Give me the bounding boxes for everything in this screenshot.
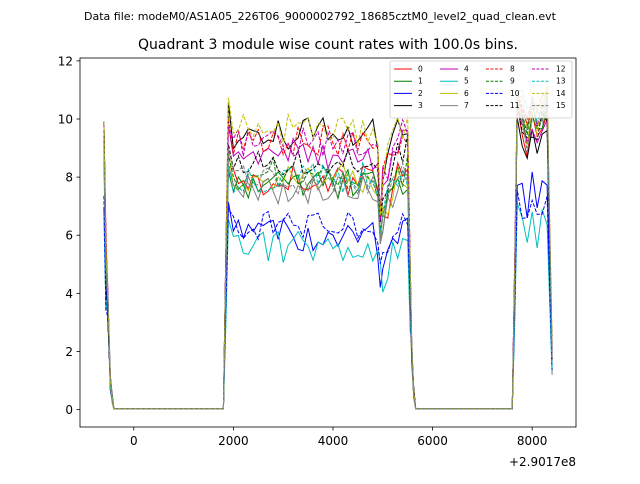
x-tick-label: 2000	[218, 434, 249, 448]
legend-label-12: 12	[556, 65, 566, 74]
legend-label-14: 14	[556, 89, 566, 98]
legend-label-15: 15	[556, 101, 566, 110]
y-tick-label: 6	[65, 229, 73, 243]
legend-label-3: 3	[418, 101, 423, 110]
series-line-6	[103, 86, 553, 410]
legend-label-13: 13	[556, 77, 566, 86]
series-line-14	[103, 86, 553, 410]
legend-label-11: 11	[510, 101, 520, 110]
legend-label-0: 0	[418, 65, 423, 74]
series-line-3	[103, 102, 553, 410]
series-line-15	[103, 97, 553, 410]
series-line-11	[103, 102, 553, 410]
series-line-10	[103, 190, 553, 410]
legend-label-2: 2	[418, 89, 423, 98]
legend-label-10: 10	[510, 89, 520, 98]
x-tick-label: 8000	[517, 434, 548, 448]
series-line-4	[103, 110, 553, 410]
y-tick-label: 2	[65, 345, 73, 359]
chart-title: Quadrant 3 module wise count rates with …	[138, 37, 518, 53]
x-tick-label: 6000	[417, 434, 448, 448]
series-line-8	[103, 92, 553, 410]
legend-label-9: 9	[510, 77, 515, 86]
series-lines	[103, 86, 553, 410]
y-tick-label: 10	[58, 113, 73, 127]
legend-label-4: 4	[464, 65, 469, 74]
y-tick-label: 0	[65, 403, 73, 417]
plot-area	[103, 86, 553, 410]
legend-label-5: 5	[464, 77, 469, 86]
series-line-9	[103, 98, 553, 410]
legend-label-1: 1	[418, 77, 423, 86]
y-tick-label: 4	[65, 287, 73, 301]
data-file-suptitle: Data file: modeM0/AS1A05_226T06_90000027…	[84, 10, 557, 23]
x-tick-label: 0	[130, 434, 138, 448]
legend-label-6: 6	[464, 89, 469, 98]
axes-frame	[79, 57, 577, 428]
legend-label-7: 7	[464, 101, 469, 110]
series-line-1	[103, 101, 553, 410]
series-line-5	[103, 202, 553, 410]
x-axis-offset-label: +2.9017e8	[509, 455, 576, 469]
y-tick-label: 8	[65, 171, 73, 185]
legend-label-8: 8	[510, 65, 515, 74]
y-tick-label: 12	[58, 54, 73, 68]
series-line-2	[103, 171, 553, 410]
series-line-0	[103, 105, 553, 410]
x-tick-label: 4000	[318, 434, 349, 448]
legend-box	[389, 60, 573, 119]
